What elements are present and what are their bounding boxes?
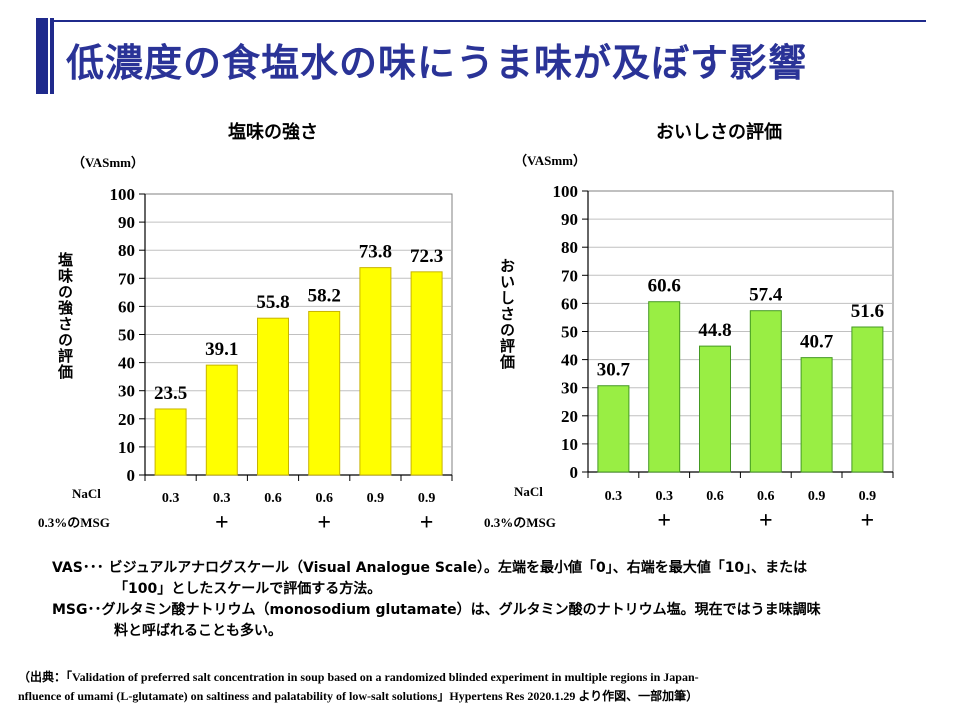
chart2-bar: [800, 357, 833, 473]
chart1-title: 塩味の強さ: [228, 122, 318, 143]
chart2-msg-marker: +: [657, 508, 671, 534]
chart2-value-label: 51.6: [851, 301, 884, 322]
chart1-category-label: 0.3: [162, 491, 180, 506]
chart1-ylabel: 塩味の強さの評価: [56, 252, 74, 380]
chart1-bar: [257, 317, 289, 476]
chart1-msg-label: 0.3%のMSG: [38, 515, 110, 530]
chart1-value-label: 39.1: [205, 339, 238, 360]
chart2-value-label: 60.6: [648, 276, 681, 297]
chart1-ytick-label: 80: [118, 241, 135, 260]
chart2-value-label: 30.7: [597, 360, 631, 381]
chart1-svg: 0 10 20 30 40 50 60 70 80 90 100 23.5 0.3 39.1 0.3 +55.…: [110, 185, 453, 536]
page-title: 低濃度の食塩水の味にうま味が及ぼす影響: [66, 41, 808, 85]
title-accent-bar: [36, 18, 48, 94]
chart2-category-label: 0.3: [655, 489, 673, 504]
chart2-bar: [699, 345, 731, 473]
title-rule: [54, 20, 926, 22]
chart1-unit: （VASmm）: [72, 155, 144, 170]
chart1-bar: [205, 364, 238, 476]
chart2-ytick-label: 80: [561, 238, 578, 257]
chart1-value-label: 73.8: [359, 242, 392, 263]
chart2-value-label: 57.4: [749, 285, 783, 306]
chart2-msg-label: 0.3%のMSG: [484, 515, 556, 530]
chart1-ytick-label: 30: [118, 382, 135, 401]
chart2-nacl-label: NaCl: [514, 484, 543, 499]
chart2-ytick-label: 50: [561, 323, 578, 342]
chart2-ytick-label: 60: [561, 294, 578, 313]
chart2-bar: [597, 385, 630, 473]
chart2-value-label: 40.7: [800, 332, 834, 353]
chart2-category-label: 0.6: [706, 489, 724, 504]
chart2-ytick-label: 10: [561, 435, 578, 454]
chart2-bar: [749, 310, 782, 473]
chart1-value-label: 23.5: [154, 383, 187, 404]
chart1-category-label: 0.3: [213, 491, 231, 506]
chart1-value-label: 72.3: [410, 246, 443, 267]
note-msg-line2: 料と呼ばれることも多い。: [114, 623, 282, 639]
chart1-bar: [359, 267, 392, 476]
chart2-category-label: 0.6: [757, 489, 775, 504]
chart1-ytick-label: 70: [118, 269, 135, 288]
chart2-category-label: 0.9: [808, 489, 826, 504]
chart2-bar: [851, 326, 884, 473]
chart1-ytick-label: 90: [118, 213, 135, 232]
chart2-ytick-label: 0: [570, 463, 579, 482]
chart2-value-label: 44.8: [698, 320, 731, 341]
chart1-value-label: 55.8: [256, 292, 289, 313]
chart1-ytick-label: 60: [118, 297, 135, 316]
chart1-nacl-label: NaCl: [72, 486, 101, 501]
source-line1: （出典：「Validation of preferred salt concen…: [18, 670, 699, 684]
source-line2: nfluence of umami (L-glutamate) on salti…: [18, 689, 699, 703]
chart1-category-label: 0.9: [367, 491, 385, 506]
chart2-ytick-label: 100: [553, 182, 579, 201]
chart1-bar: [308, 310, 341, 476]
chart2-msg-marker: +: [861, 508, 875, 534]
chart2-ytick-label: 70: [561, 266, 578, 285]
source-citation: （出典：「Validation of preferred salt concen…: [18, 668, 948, 706]
chart1-bar: [410, 271, 443, 476]
chart1-ytick-label: 40: [118, 354, 135, 373]
chart2-svg: 0 10 20 30 40 50 60 70 80 90 100 30.7 0.3 60.6 0.3 +44.…: [553, 182, 894, 534]
chart1-ytick-label: 10: [118, 438, 135, 457]
chart1-msg-marker: +: [317, 510, 331, 536]
chart1-msg-marker: +: [215, 510, 229, 536]
chart1-ytick-label: 100: [110, 185, 136, 204]
chart1-category-label: 0.6: [264, 491, 282, 506]
title-accent-bar-thin: [50, 18, 54, 94]
chart2-ytick-label: 90: [561, 210, 578, 229]
chart2-bar: [648, 301, 681, 473]
chart2-msg-marker: +: [759, 508, 773, 534]
note-vas-line1: VAS･･･ ビジュアルアナログスケール（Visual Analogue Sca…: [52, 560, 808, 576]
chart1-msg-marker: +: [420, 510, 434, 536]
chart2-ylabel: おいしさの評価: [498, 258, 516, 370]
chart2-ytick-label: 40: [561, 351, 578, 370]
notes: VAS･･･ ビジュアルアナログスケール（Visual Analogue Sca…: [52, 558, 932, 642]
chart2-ytick-label: 30: [561, 379, 578, 398]
chart1-ytick-label: 0: [127, 466, 136, 485]
chart1-category-label: 0.9: [418, 491, 436, 506]
chart1-value-label: 58.2: [308, 285, 341, 306]
chart2-ytick-label: 20: [561, 407, 578, 426]
chart2-category-label: 0.3: [605, 489, 623, 504]
chart1-ytick-label: 20: [118, 410, 135, 429]
chart2-unit: （VASmm）: [514, 153, 586, 168]
chart1-bar: [154, 408, 187, 476]
note-msg-line1: MSG･･グルタミン酸ナトリウム（monosodium glutamate）は、…: [52, 602, 821, 618]
chart1-ytick-label: 50: [118, 326, 135, 345]
note-vas-line2: 「100」としたスケールで評価する方法。: [114, 581, 382, 597]
chart2-title: おいしさの評価: [656, 122, 782, 143]
chart2-category-label: 0.9: [859, 489, 877, 504]
chart1-category-label: 0.6: [315, 491, 333, 506]
